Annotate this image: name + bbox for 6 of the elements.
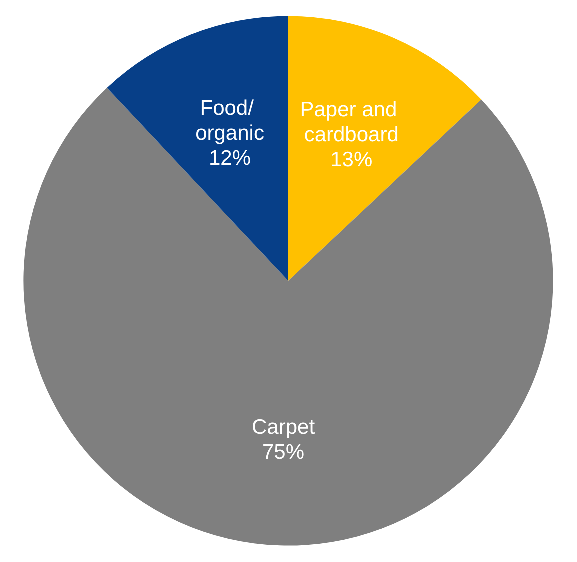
- slice-label: Carpet: [252, 416, 316, 439]
- data-label: 12%: [208, 146, 252, 170]
- slice-label: Food/ organic: [196, 96, 264, 145]
- data-label: 75%: [262, 440, 305, 464]
- slice-label: Paper and cardboard: [300, 98, 403, 147]
- data-label: 13%: [330, 148, 373, 172]
